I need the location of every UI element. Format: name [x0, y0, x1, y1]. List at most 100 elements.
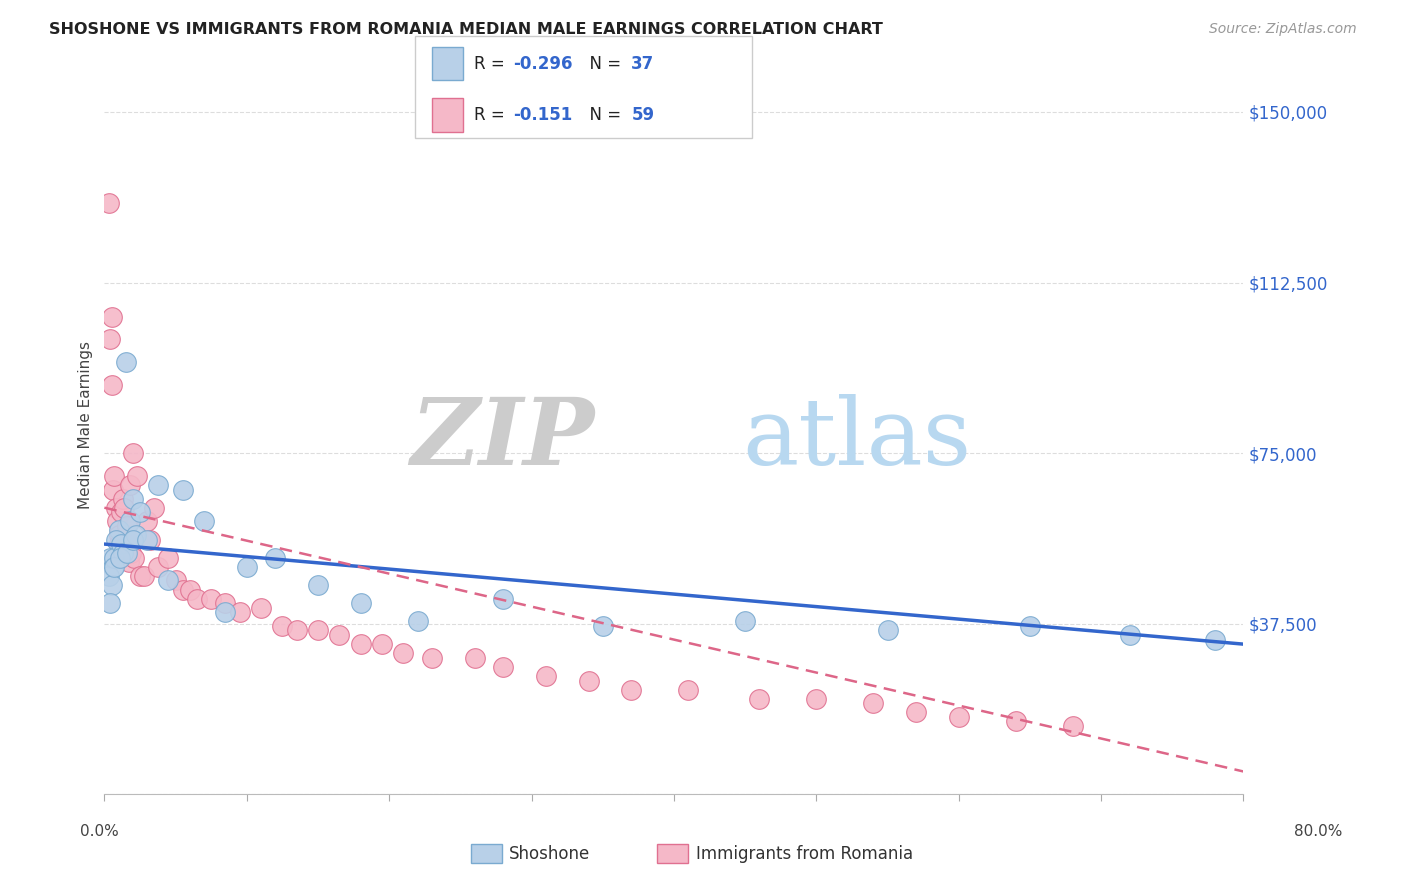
Point	[134, 569, 156, 583]
Point	[350, 596, 373, 610]
Point	[193, 514, 215, 528]
Point	[115, 546, 138, 560]
Point	[157, 574, 180, 588]
Point	[118, 514, 141, 528]
Point	[307, 578, 329, 592]
Point	[114, 528, 136, 542]
Y-axis label: Median Male Earnings: Median Male Earnings	[79, 341, 93, 508]
Point	[98, 550, 121, 565]
Point	[328, 628, 350, 642]
Point	[1204, 632, 1226, 647]
Point	[111, 491, 134, 506]
Point	[98, 333, 121, 347]
Text: ZIP: ZIP	[411, 394, 595, 484]
Point	[200, 591, 222, 606]
Point	[139, 533, 162, 547]
Point	[108, 550, 131, 565]
Point	[100, 377, 122, 392]
Point	[101, 483, 124, 497]
Text: Shoshone: Shoshone	[509, 845, 591, 863]
Point	[103, 468, 125, 483]
Point	[101, 559, 124, 574]
Text: 59: 59	[631, 106, 654, 124]
Point	[748, 691, 770, 706]
Point	[236, 559, 259, 574]
Point	[307, 624, 329, 638]
Point	[578, 673, 600, 688]
Point	[104, 533, 127, 547]
Point	[420, 650, 443, 665]
Point	[172, 483, 194, 497]
Point	[214, 605, 236, 619]
Point	[112, 500, 135, 515]
Point	[100, 310, 122, 324]
Text: N =: N =	[579, 54, 627, 72]
Text: Source: ZipAtlas.com: Source: ZipAtlas.com	[1209, 22, 1357, 37]
Point	[734, 615, 756, 629]
Point	[115, 519, 138, 533]
Point	[534, 669, 557, 683]
Point	[114, 537, 136, 551]
Point	[121, 446, 143, 460]
Point	[120, 546, 142, 560]
Point	[250, 600, 273, 615]
Point	[103, 559, 125, 574]
Point	[179, 582, 201, 597]
Point	[271, 619, 294, 633]
Point	[592, 619, 614, 633]
Point	[948, 710, 970, 724]
Point	[464, 650, 486, 665]
Point	[1004, 714, 1026, 729]
Point	[136, 514, 159, 528]
Point	[492, 591, 515, 606]
Text: -0.296: -0.296	[513, 54, 572, 72]
Point	[157, 550, 180, 565]
Point	[1118, 628, 1140, 642]
Point	[107, 524, 129, 538]
Point	[214, 596, 236, 610]
Point	[103, 550, 125, 565]
Point	[121, 533, 143, 547]
Point	[127, 468, 149, 483]
Point	[148, 478, 170, 492]
Text: SHOSHONE VS IMMIGRANTS FROM ROMANIA MEDIAN MALE EARNINGS CORRELATION CHART: SHOSHONE VS IMMIGRANTS FROM ROMANIA MEDI…	[49, 22, 883, 37]
Point	[172, 582, 194, 597]
Point	[129, 569, 152, 583]
Point	[105, 514, 128, 528]
Point	[117, 555, 139, 569]
Text: N =: N =	[579, 106, 627, 124]
Point	[143, 500, 166, 515]
Point	[100, 578, 122, 592]
Point	[136, 533, 159, 547]
Point	[806, 691, 828, 706]
Point	[904, 706, 927, 720]
Point	[107, 537, 129, 551]
Point	[1019, 619, 1042, 633]
Text: 80.0%: 80.0%	[1295, 824, 1343, 838]
Point	[392, 646, 415, 660]
Point	[186, 591, 208, 606]
Point	[492, 660, 515, 674]
Point	[285, 624, 308, 638]
Point	[125, 528, 148, 542]
Point	[107, 528, 129, 542]
Text: R =: R =	[474, 106, 510, 124]
Point	[876, 624, 898, 638]
Point	[118, 478, 141, 492]
Point	[264, 550, 287, 565]
Point	[98, 596, 121, 610]
Point	[165, 574, 187, 588]
Point	[110, 537, 132, 551]
Text: Immigrants from Romania: Immigrants from Romania	[696, 845, 912, 863]
Text: 0.0%: 0.0%	[80, 824, 120, 838]
Point	[108, 550, 131, 565]
Point	[110, 505, 132, 519]
Text: atlas: atlas	[742, 394, 972, 484]
Point	[104, 500, 127, 515]
Text: 37: 37	[631, 54, 655, 72]
Point	[97, 569, 120, 583]
Point	[129, 505, 152, 519]
Point	[148, 559, 170, 574]
Point	[350, 637, 373, 651]
Text: -0.151: -0.151	[513, 106, 572, 124]
